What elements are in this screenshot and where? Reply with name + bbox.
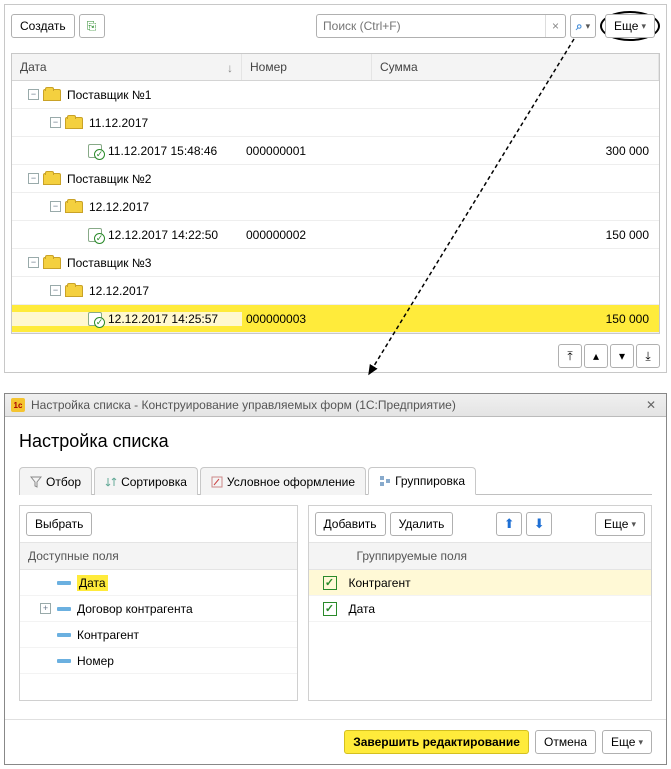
col-sum[interactable]: Сумма [372, 54, 659, 80]
more-button-highlight: Еще ▾ [600, 11, 660, 41]
document-row[interactable]: 11.12.2017 15:48:46000000001300 000 [12, 137, 659, 165]
dialog-heading: Настройка списка [19, 431, 652, 452]
group-row-supplier[interactable]: −Поставщик №1 [12, 81, 659, 109]
arrow-up-icon: ⬆ [504, 516, 515, 532]
tab-filter[interactable]: Отбор [19, 467, 92, 495]
more-button[interactable]: Еще ▾ [595, 512, 645, 536]
checkbox-icon[interactable]: ✓ [323, 602, 337, 616]
nav-down-button[interactable]: ▾ [610, 344, 634, 368]
folder-icon [65, 285, 83, 297]
available-field-row[interactable]: +Договор контрагента [20, 596, 297, 622]
document-row[interactable]: 12.12.2017 14:22:50000000002150 000 [12, 221, 659, 249]
group-row-supplier[interactable]: −Поставщик №2 [12, 165, 659, 193]
collapse-icon[interactable]: − [50, 285, 61, 296]
dialog-footer: Завершить редактирование Отмена Еще ▾ [5, 719, 666, 764]
nav-first-button[interactable]: ⤒ [558, 344, 582, 368]
folder-icon [65, 201, 83, 213]
folder-icon [43, 257, 61, 269]
folder-icon [43, 89, 61, 101]
document-row[interactable]: 12.12.2017 14:25:57000000003150 000 [12, 305, 659, 333]
field-icon [57, 659, 71, 663]
tab-sort[interactable]: Сортировка [94, 467, 198, 495]
available-fields-panel: Выбрать Доступные поля Дата+Договор конт… [19, 505, 298, 701]
folder-icon [65, 117, 83, 129]
format-icon [211, 476, 223, 488]
available-fields-header: Доступные поля [20, 542, 297, 570]
tab-group[interactable]: Группировка [368, 467, 476, 495]
grouped-field-row[interactable]: ✓Дата [309, 596, 651, 622]
tab-strip: Отбор Сортировка Условное оформление Гру… [19, 466, 652, 495]
available-field-row[interactable]: Дата [20, 570, 297, 596]
search-input[interactable] [317, 19, 545, 33]
main-panel: Создать ⎘ × ⌕ ▾ Еще ▾ Дата↓ Номер Сумма … [4, 4, 667, 373]
filter-icon [30, 476, 42, 488]
available-field-row[interactable]: Номер [20, 648, 297, 674]
grid-nav: ⤒ ▴ ▾ ⤓ [5, 340, 666, 372]
cancel-button[interactable]: Отмена [535, 730, 596, 754]
magnify-icon: ⌕ [576, 19, 583, 34]
collapse-icon[interactable]: − [28, 173, 39, 184]
document-icon [88, 312, 102, 326]
chevron-down-icon: ▾ [586, 21, 591, 32]
settings-dialog: 1c Настройка списка - Конструирование уп… [4, 393, 667, 765]
collapse-icon[interactable]: − [50, 117, 61, 128]
nav-up-button[interactable]: ▴ [584, 344, 608, 368]
document-icon [88, 144, 102, 158]
group-row-date[interactable]: −11.12.2017 [12, 109, 659, 137]
move-down-button[interactable]: ⬇ [526, 512, 552, 536]
group-icon [379, 475, 391, 487]
chevron-down-icon: ▾ [641, 21, 646, 32]
app-logo-icon: 1c [11, 398, 25, 412]
grouped-fields-panel: Добавить Удалить ⬆ ⬇ Еще ▾ Группируемые … [308, 505, 652, 701]
collapse-icon[interactable]: − [28, 257, 39, 268]
search-button[interactable]: ⌕ ▾ [570, 14, 596, 38]
available-field-row[interactable]: Контрагент [20, 622, 297, 648]
group-row-supplier[interactable]: −Поставщик №3 [12, 249, 659, 277]
dialog-titlebar: 1c Настройка списка - Конструирование уп… [5, 394, 666, 417]
folder-icon [43, 173, 61, 185]
group-row-date[interactable]: −12.12.2017 [12, 277, 659, 305]
main-toolbar: Создать ⎘ × ⌕ ▾ Еще ▾ [5, 5, 666, 47]
apply-button[interactable]: Завершить редактирование [344, 730, 529, 754]
select-button[interactable]: Выбрать [26, 512, 92, 536]
add-button[interactable]: Добавить [315, 512, 386, 536]
footer-more-button[interactable]: Еще ▾ [602, 730, 652, 754]
grid-header: Дата↓ Номер Сумма [12, 54, 659, 81]
tab-format[interactable]: Условное оформление [200, 467, 366, 495]
col-number[interactable]: Номер [242, 54, 372, 80]
checkbox-icon[interactable]: ✓ [323, 576, 337, 590]
clear-search-icon[interactable]: × [545, 15, 565, 37]
move-up-button[interactable]: ⬆ [496, 512, 522, 536]
field-icon [57, 581, 71, 585]
grouped-fields-header: Группируемые поля [309, 542, 651, 570]
grouped-field-row[interactable]: ✓Контрагент [309, 570, 651, 596]
chevron-down-icon: ▾ [631, 519, 636, 530]
group-row-date[interactable]: −12.12.2017 [12, 193, 659, 221]
document-icon [88, 228, 102, 242]
create-button[interactable]: Создать [11, 14, 75, 38]
close-icon[interactable]: ✕ [642, 398, 660, 412]
search-input-wrap: × [316, 14, 566, 38]
copy-icon: ⎘ [87, 19, 97, 34]
col-date[interactable]: Дата↓ [12, 54, 242, 80]
field-icon [57, 607, 71, 611]
expand-icon[interactable]: + [40, 603, 51, 614]
copy-button[interactable]: ⎘ [79, 14, 105, 38]
arrow-down-icon: ⬇ [534, 516, 545, 532]
sort-asc-icon: ↓ [227, 61, 233, 75]
document-grid: Дата↓ Номер Сумма −Поставщик №1−11.12.20… [11, 53, 660, 334]
delete-button[interactable]: Удалить [390, 512, 454, 536]
more-button[interactable]: Еще ▾ [605, 14, 655, 38]
collapse-icon[interactable]: − [50, 201, 61, 212]
field-icon [57, 633, 71, 637]
chevron-down-icon: ▾ [638, 737, 643, 748]
nav-last-button[interactable]: ⤓ [636, 344, 660, 368]
dialog-title: Настройка списка - Конструирование управ… [31, 398, 642, 412]
sort-icon [105, 476, 117, 488]
collapse-icon[interactable]: − [28, 89, 39, 100]
tab-content-group: Выбрать Доступные поля Дата+Договор конт… [19, 495, 652, 701]
